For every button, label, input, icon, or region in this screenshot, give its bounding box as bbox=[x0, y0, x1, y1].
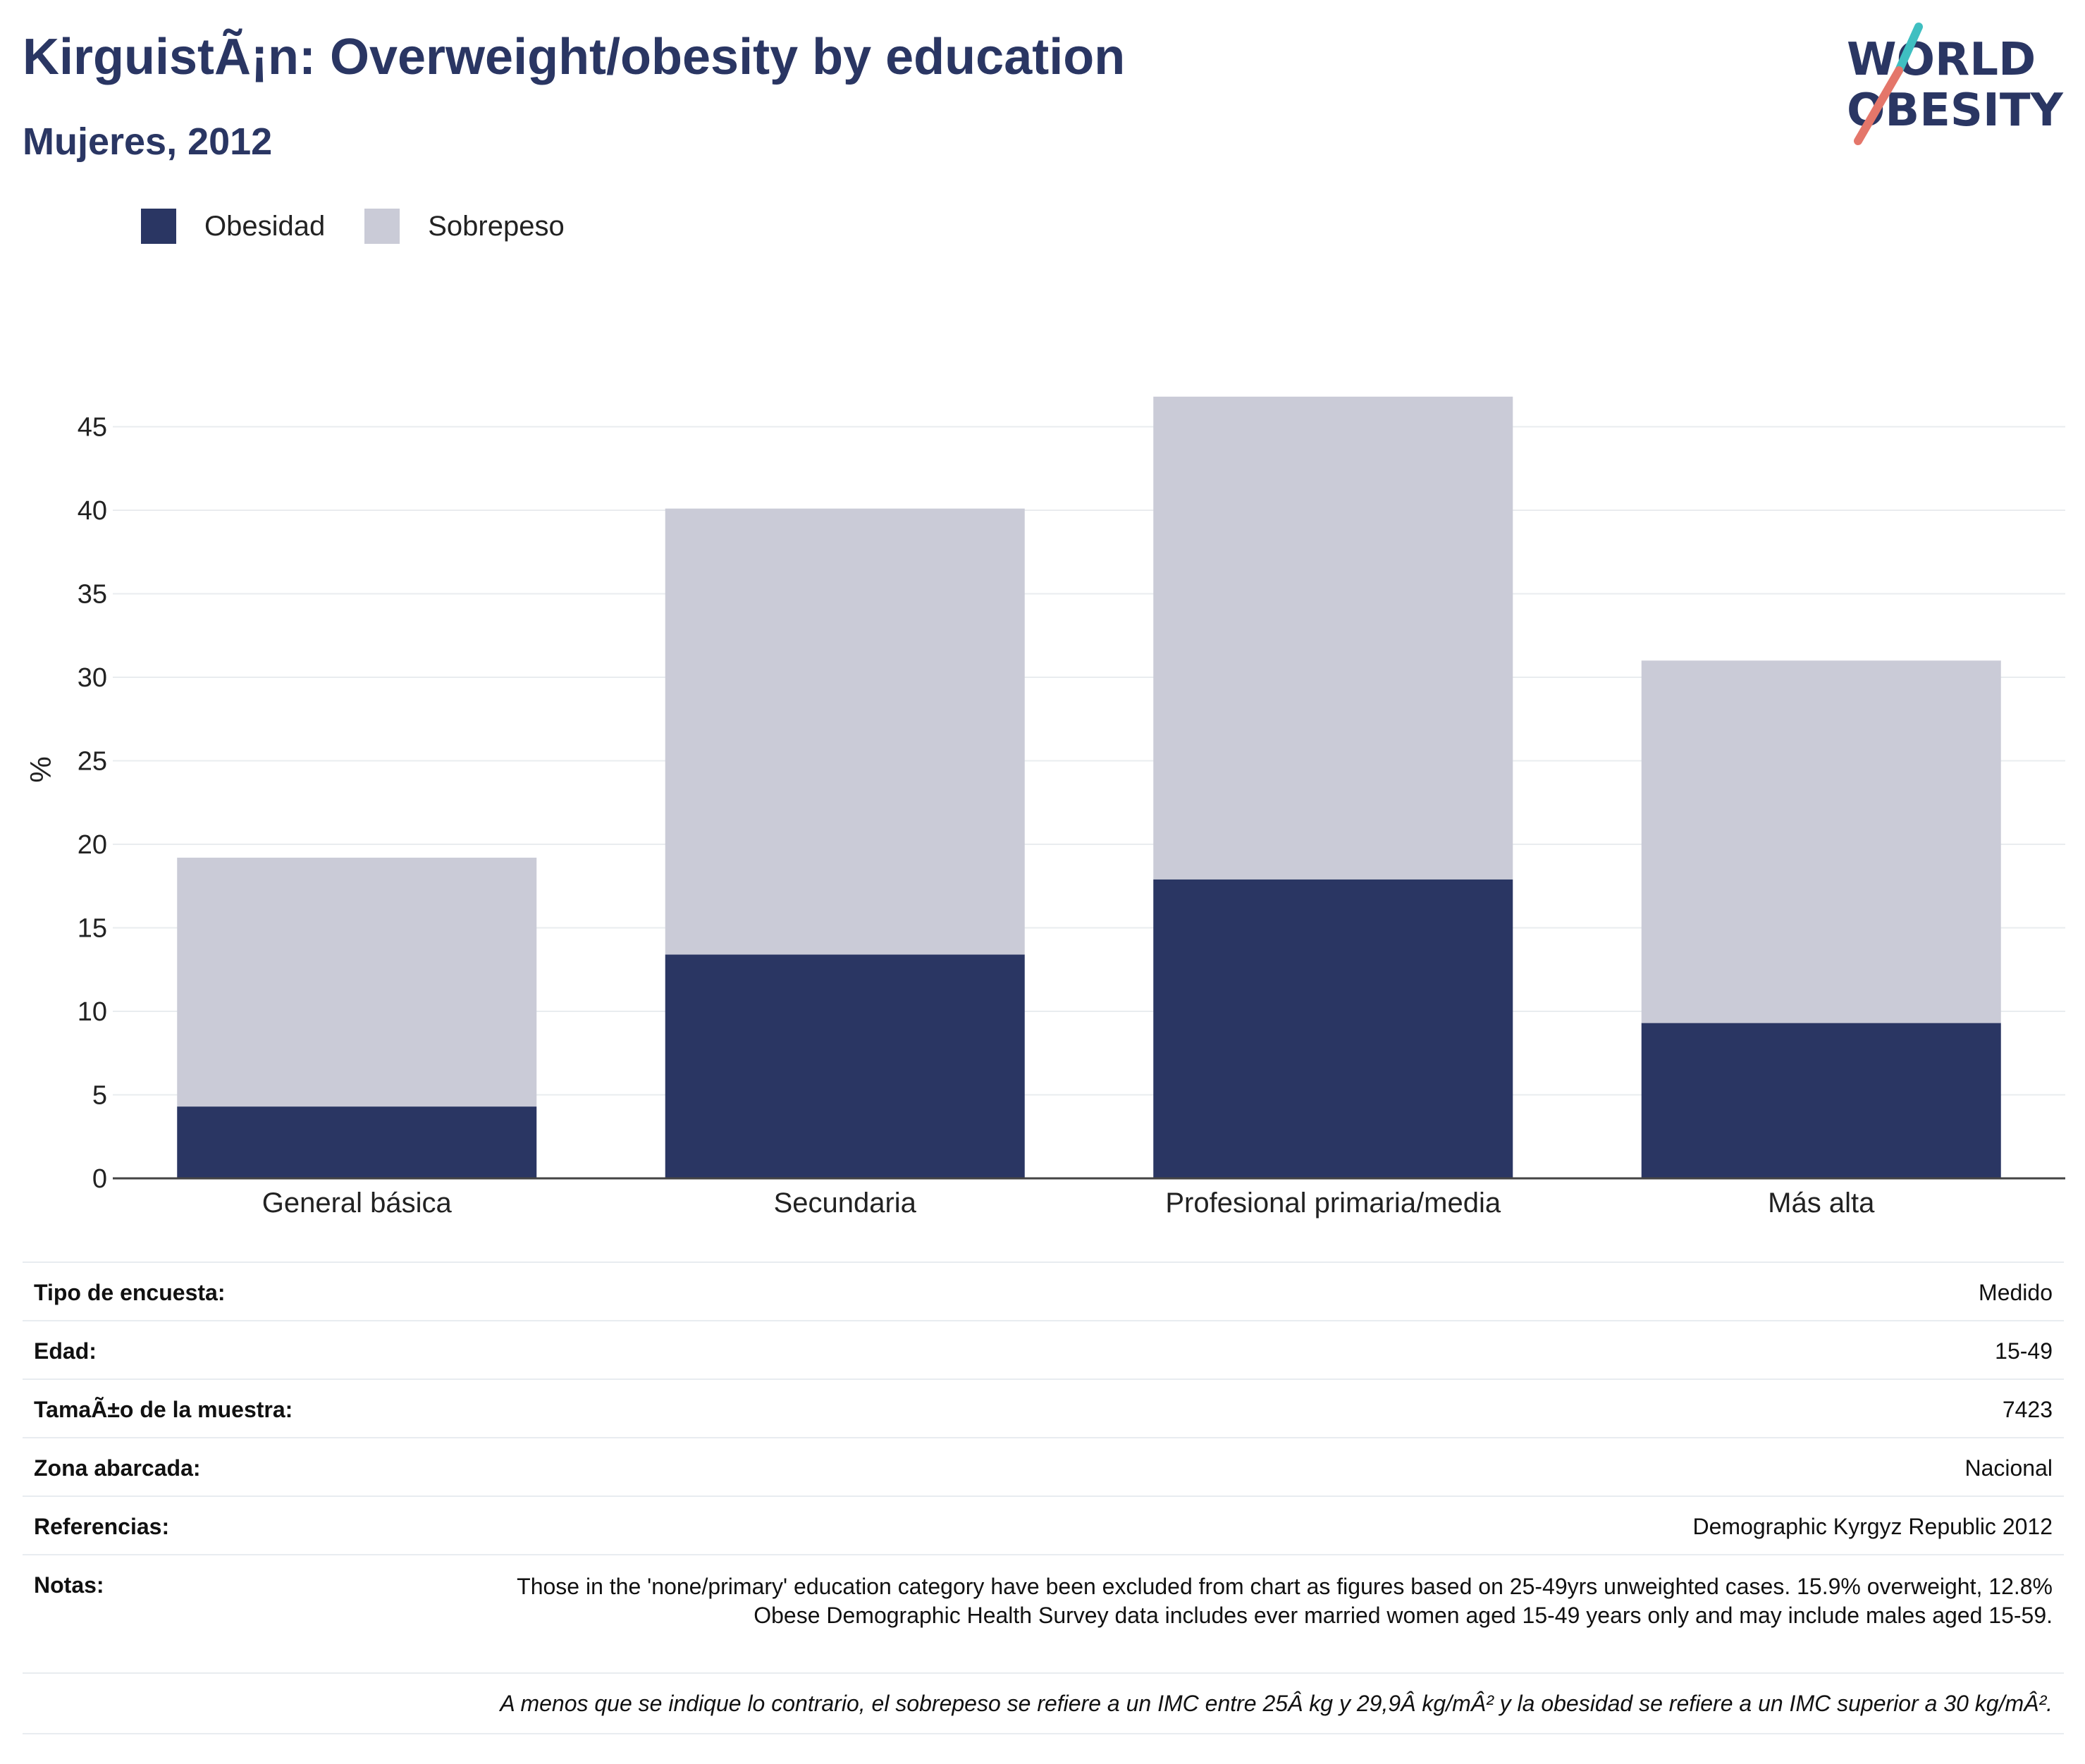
y-tick-label: 5 bbox=[92, 1081, 107, 1111]
footnote-text: A menos que se indique lo contrario, el … bbox=[500, 1691, 2053, 1716]
y-tick-label: 0 bbox=[92, 1164, 107, 1194]
x-tick-label: Secundaria bbox=[774, 1188, 917, 1219]
info-key: Zona abarcada: bbox=[34, 1455, 201, 1481]
info-row-survey-type: Tipo de encuesta: Medido bbox=[23, 1262, 2064, 1320]
chart-legend: Obesidad Sobrepeso bbox=[141, 209, 604, 244]
y-tick-label: 35 bbox=[78, 580, 107, 610]
logo-line1: WORLD bbox=[1847, 34, 2036, 86]
y-tick-label: 20 bbox=[78, 830, 107, 860]
y-tick-label: 15 bbox=[78, 914, 107, 944]
legend-label-sobrepeso: Sobrepeso bbox=[428, 210, 565, 242]
y-tick-label: 25 bbox=[78, 747, 107, 777]
bar-obesidad-1[interactable] bbox=[665, 954, 1025, 1178]
x-tick-label: Más alta bbox=[1768, 1188, 1875, 1219]
stacked-bar-chart: 0 5 10 15 20 25 30 35 40 45 General básica Secunda… bbox=[24, 396, 2065, 1219]
y-tick-label: 40 bbox=[78, 496, 107, 526]
info-value: Demographic Kyrgyz Republic 2012 bbox=[1692, 1514, 2053, 1539]
info-value: 15-49 bbox=[1995, 1338, 2053, 1364]
legend-swatch-sobrepeso bbox=[364, 209, 400, 244]
x-axis-ticks: General básica Secundaria Profesional prim… bbox=[262, 1188, 1875, 1219]
bar-sobrepeso-2[interactable] bbox=[1153, 396, 1513, 880]
bar-obesidad-0[interactable] bbox=[177, 1106, 537, 1178]
info-table: Tipo de encuesta: Medido Edad: 15-49 Tam… bbox=[23, 1262, 2064, 1734]
bar-obesidad-2[interactable] bbox=[1153, 879, 1513, 1178]
x-tick-label: Profesional primaria/media bbox=[1165, 1188, 1501, 1219]
logo-slash-coral bbox=[1854, 66, 1903, 145]
logo-slash-teal bbox=[1895, 23, 1923, 75]
y-tick-label: 45 bbox=[78, 413, 107, 443]
info-key: Tipo de encuesta: bbox=[34, 1280, 226, 1305]
bar-obesidad-3[interactable] bbox=[1641, 1023, 2001, 1178]
info-table-bottom-border bbox=[23, 1733, 2064, 1734]
bar-sobrepeso-1[interactable] bbox=[665, 508, 1025, 955]
world-obesity-logo: WORLD OBESITY bbox=[1847, 23, 2063, 145]
info-row-age: Edad: 15-49 bbox=[23, 1320, 2064, 1378]
y-tick-label: 30 bbox=[78, 663, 107, 693]
info-row-sample-size: TamaÃ±o de la muestra: 7423 bbox=[23, 1378, 2064, 1437]
bar-sobrepeso-3[interactable] bbox=[1641, 660, 2001, 1023]
info-row-area: Zona abarcada: Nacional bbox=[23, 1437, 2064, 1495]
info-key: Referencias: bbox=[34, 1514, 170, 1539]
legend-label-obesidad: Obesidad bbox=[204, 210, 326, 242]
info-value: Nacional bbox=[1964, 1455, 2053, 1481]
info-value: Those in the 'none/primary' education ca… bbox=[517, 1574, 2053, 1628]
legend-item-sobrepeso[interactable]: Sobrepeso bbox=[364, 209, 565, 244]
info-row-notes: Notas: Those in the 'none/primary' educa… bbox=[23, 1554, 2064, 1672]
info-key: Notas: bbox=[34, 1572, 104, 1598]
chart-subtitle: Mujeres, 2012 bbox=[23, 121, 273, 163]
info-key: TamaÃ±o de la muestra: bbox=[34, 1397, 293, 1422]
info-row-footnote: A menos que se indique lo contrario, el … bbox=[23, 1672, 2064, 1733]
y-axis-ticks: 0 5 10 15 20 25 30 35 40 45 bbox=[78, 413, 107, 1195]
y-axis-label: % bbox=[24, 756, 57, 782]
chart-bars bbox=[177, 396, 2001, 1178]
info-row-references: Referencias: Demographic Kyrgyz Republic… bbox=[23, 1495, 2064, 1554]
info-value: 7423 bbox=[2002, 1397, 2053, 1422]
info-value: Medido bbox=[1979, 1280, 2053, 1305]
legend-item-obesidad[interactable]: Obesidad bbox=[141, 209, 325, 244]
x-tick-label: General básica bbox=[262, 1188, 453, 1219]
legend-swatch-obesidad bbox=[141, 209, 176, 244]
bar-sobrepeso-0[interactable] bbox=[177, 857, 537, 1107]
chart-title: KirguistÃ¡n: Overweight/obesity by educa… bbox=[23, 29, 1126, 85]
info-key: Edad: bbox=[34, 1338, 97, 1364]
y-tick-label: 10 bbox=[78, 997, 107, 1027]
